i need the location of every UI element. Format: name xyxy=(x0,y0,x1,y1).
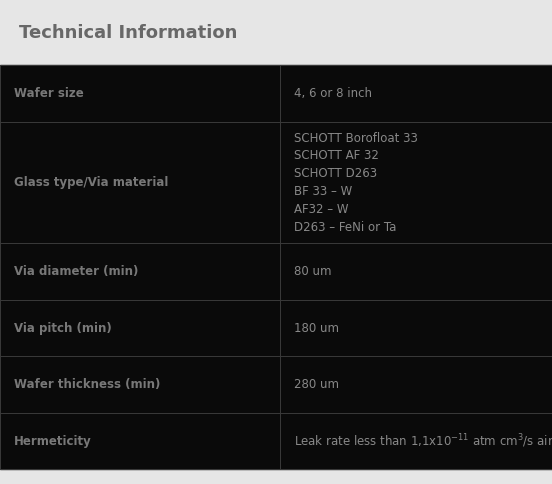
Bar xyxy=(0,0,552,65)
Text: Leak rate less than 1,1x10$^{-11}$ atm cm$^{3}$/s air: Leak rate less than 1,1x10$^{-11}$ atm c… xyxy=(294,432,552,450)
Text: Via diameter (min): Via diameter (min) xyxy=(14,265,138,278)
Text: Via pitch (min): Via pitch (min) xyxy=(14,322,112,334)
Text: 4, 6 or 8 inch: 4, 6 or 8 inch xyxy=(294,87,372,100)
Text: SCHOTT D263: SCHOTT D263 xyxy=(294,167,378,180)
Text: BF 33 – W: BF 33 – W xyxy=(294,185,353,198)
Text: Hermeticity: Hermeticity xyxy=(14,435,92,448)
Text: 180 um: 180 um xyxy=(294,322,339,334)
Text: SCHOTT AF 32: SCHOTT AF 32 xyxy=(294,150,379,163)
Text: 80 um: 80 um xyxy=(294,265,332,278)
Text: Wafer size: Wafer size xyxy=(14,87,83,100)
Text: Wafer thickness (min): Wafer thickness (min) xyxy=(14,378,160,391)
Text: Technical Information: Technical Information xyxy=(19,24,238,42)
Text: SCHOTT Borofloat 33: SCHOTT Borofloat 33 xyxy=(294,132,418,145)
Text: Glass type/Via material: Glass type/Via material xyxy=(14,176,168,189)
Text: AF32 – W: AF32 – W xyxy=(294,203,349,216)
Text: D263 – FeNi or Ta: D263 – FeNi or Ta xyxy=(294,221,396,234)
Bar xyxy=(0,65,552,469)
Text: 280 um: 280 um xyxy=(294,378,339,391)
